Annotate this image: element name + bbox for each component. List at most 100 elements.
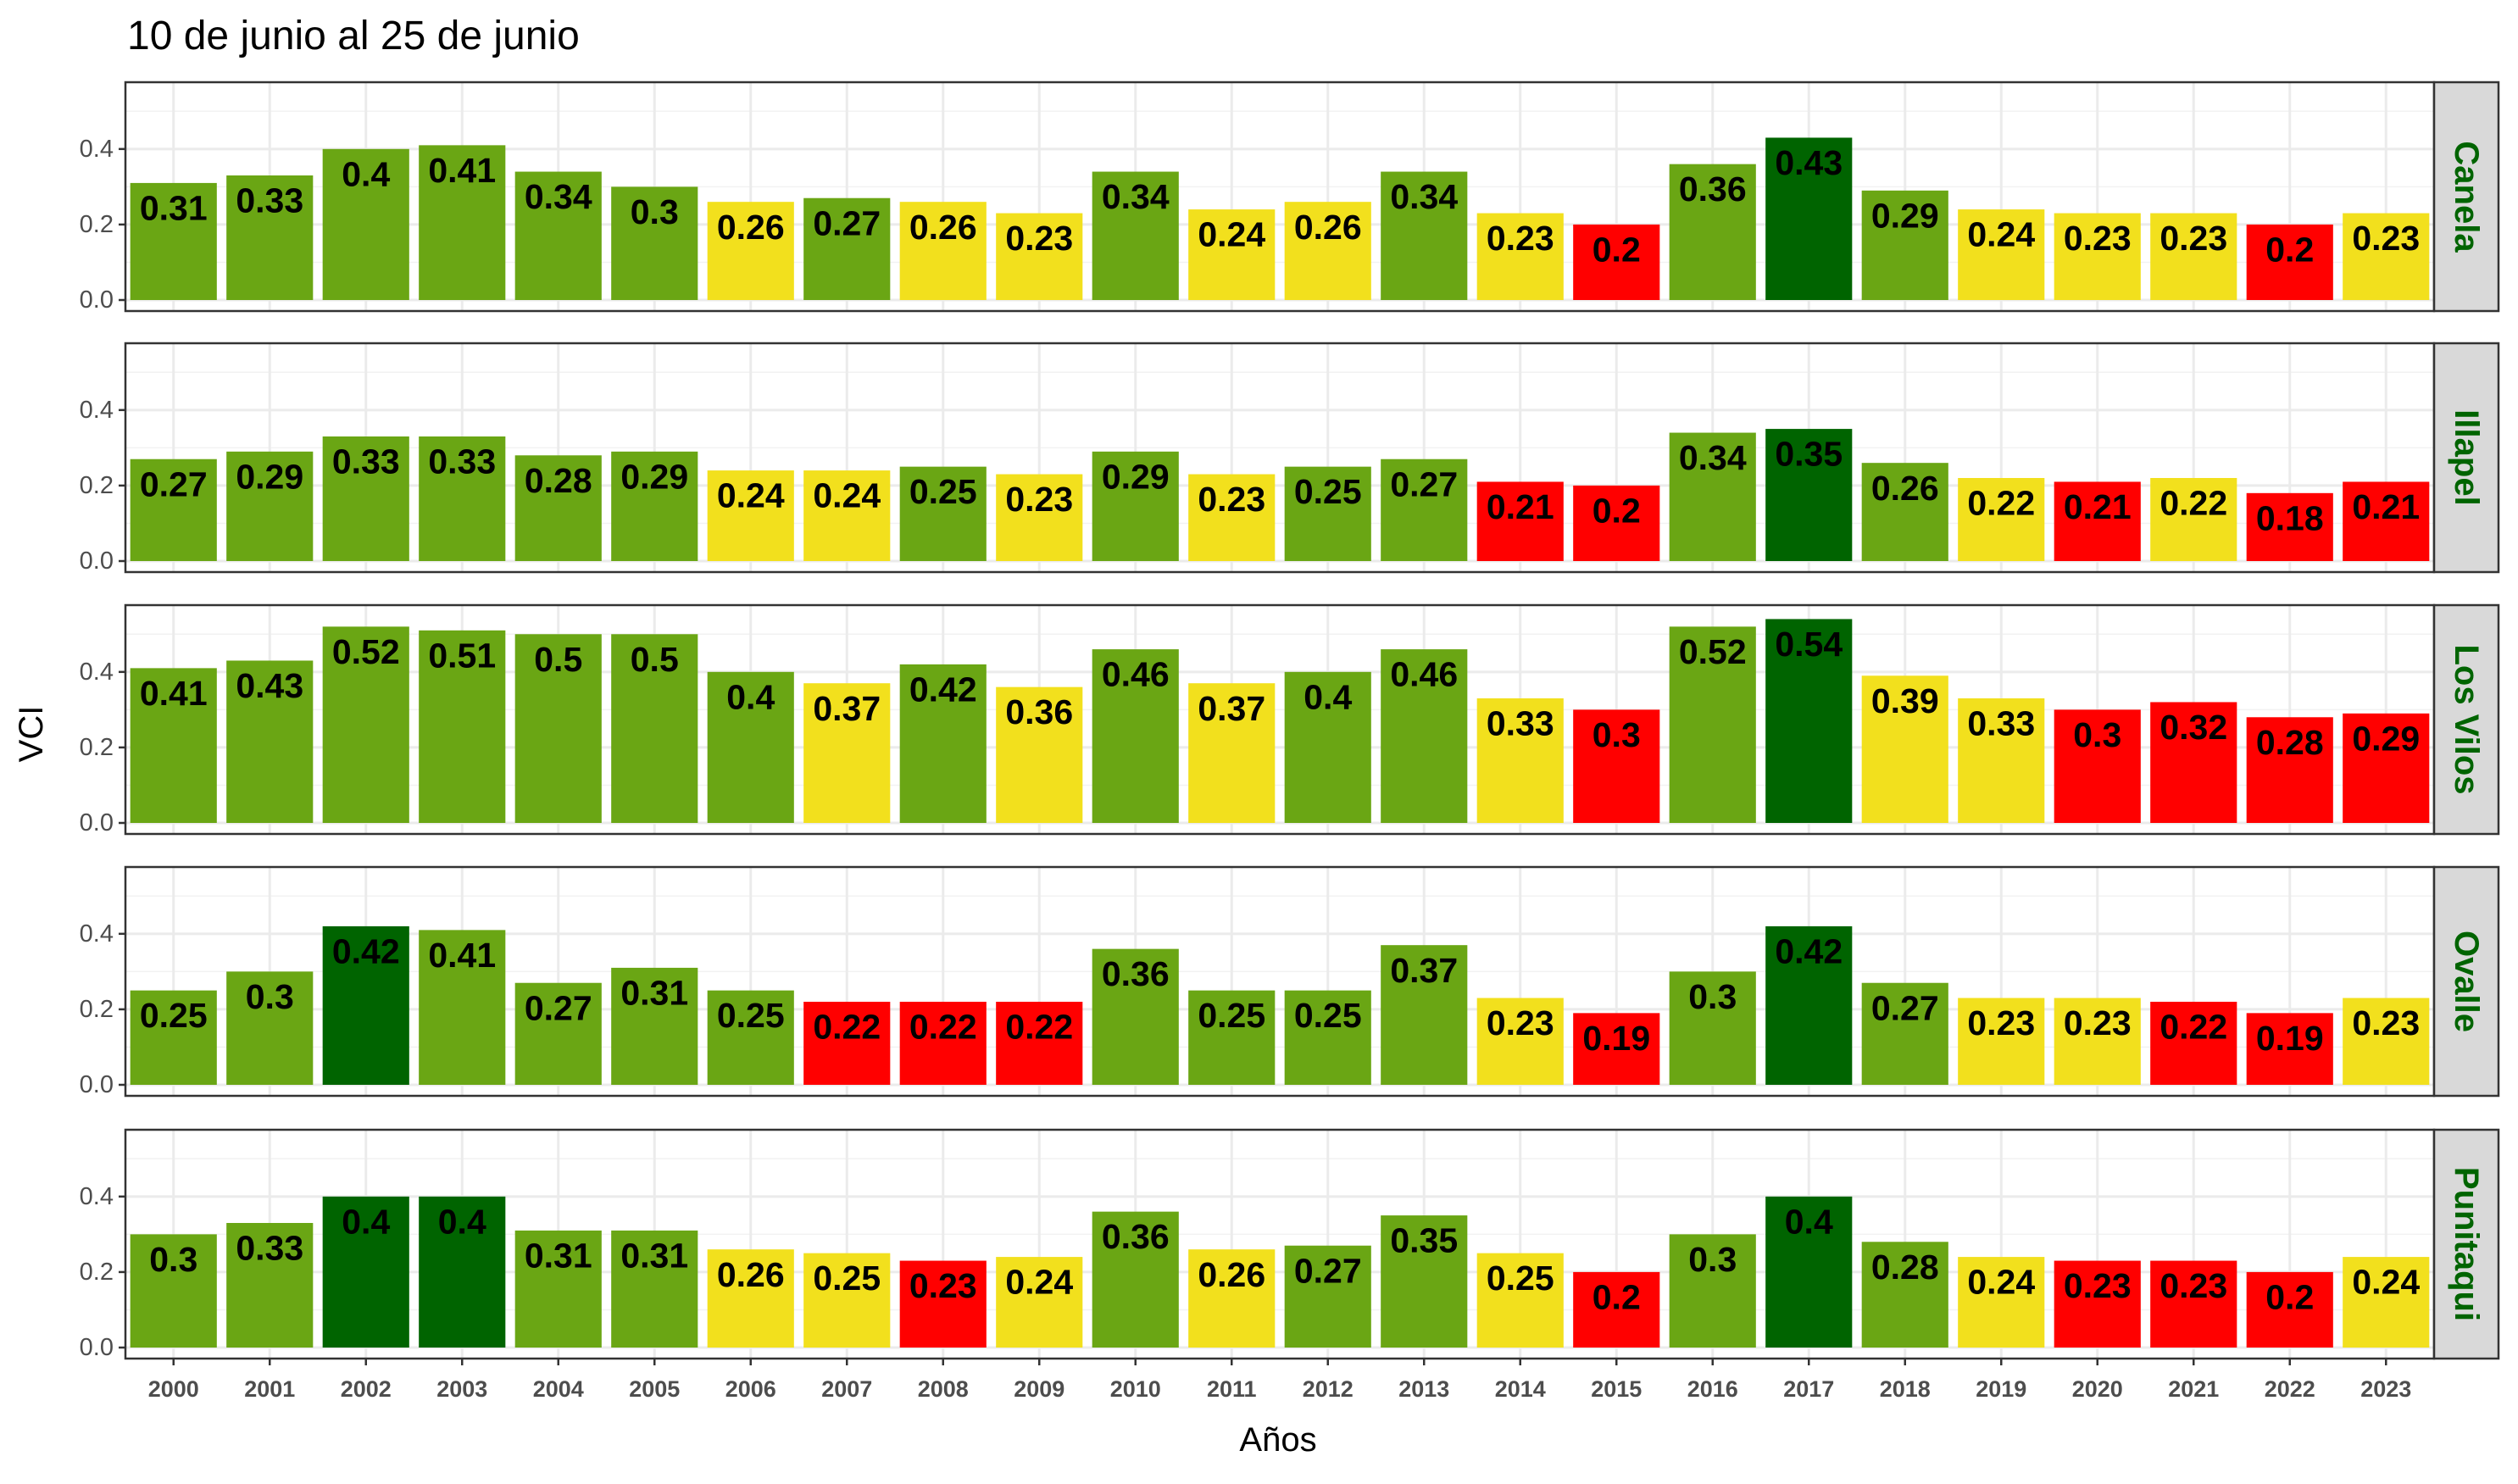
bar-value-label: 0.23	[2159, 1266, 2227, 1305]
bar	[1381, 1215, 1468, 1348]
bar-value-label: 0.25	[1294, 472, 1362, 511]
bar	[1476, 213, 1564, 300]
x-tick-label: 2014	[1495, 1376, 1546, 1402]
facet-strip-label: Canela	[2448, 141, 2485, 253]
bar-value-label: 0.41	[140, 674, 208, 713]
bar-value-label: 0.29	[1871, 196, 1939, 235]
bar	[1573, 1013, 1660, 1085]
bar-value-label: 0.22	[1967, 484, 2035, 523]
bar-value-label: 0.34	[1102, 177, 1170, 216]
bar-value-label: 0.4	[1785, 1202, 1833, 1241]
bar-value-label: 0.31	[525, 1237, 592, 1276]
bar	[1284, 202, 1371, 300]
y-tick-label: 0.2	[80, 211, 114, 238]
bar-value-label: 0.24	[813, 476, 881, 515]
bar-value-label: 0.39	[1871, 681, 1939, 720]
bar-value-label: 0.2	[2265, 1278, 2314, 1317]
bar	[130, 668, 217, 823]
bar-value-label: 0.25	[813, 1259, 881, 1298]
bar-value-label: 0.36	[1005, 692, 1073, 731]
bar	[803, 1002, 891, 1085]
x-tick-label: 2011	[1207, 1376, 1257, 1402]
bar	[996, 1257, 1083, 1348]
bar-value-label: 0.2	[1593, 231, 1641, 270]
bar-value-label: 0.34	[525, 177, 592, 216]
bar	[322, 1196, 409, 1348]
bar	[2054, 1260, 2141, 1348]
y-tick-label: 0.4	[80, 920, 114, 948]
bar	[1958, 209, 2045, 300]
bar-value-label: 0.25	[140, 996, 208, 1035]
y-tick-label: 0.4	[80, 659, 114, 686]
bar-value-label: 0.24	[1198, 215, 1265, 254]
bar	[803, 1253, 891, 1348]
facet-strip	[2432, 603, 2500, 836]
bar	[1476, 698, 1564, 823]
bar	[1958, 1257, 2045, 1348]
bar	[1092, 649, 1179, 823]
bar-value-label: 0.25	[1294, 996, 1362, 1035]
bar-value-label: 0.23	[2064, 219, 2132, 258]
y-tick-label: 0.0	[80, 286, 114, 314]
bar-value-label: 0.26	[1294, 208, 1362, 247]
bar-value-label: 0.28	[2256, 723, 2324, 762]
x-tick-label: 2000	[148, 1376, 199, 1402]
bar	[1188, 990, 1276, 1085]
bar	[899, 202, 987, 300]
panels-layer: 0.31 0.33 0.4 0.41 0.34 0.3 0.26 0.27 0.26 0.23 0.…	[80, 81, 2500, 1361]
bar-value-label: 0.27	[140, 464, 208, 503]
facet-strip-label: Ovalle	[2448, 931, 2485, 1032]
bar-value-label: 0.26	[909, 208, 977, 247]
bar	[322, 626, 409, 823]
bar-value-label: 0.24	[2352, 1263, 2420, 1302]
y-tick-label: 0.0	[80, 1071, 114, 1098]
bar-value-label: 0.4	[726, 677, 775, 716]
bar	[419, 145, 506, 300]
bar-value-label: 0.29	[236, 457, 303, 496]
y-tick-label: 0.4	[80, 397, 114, 424]
bar	[2246, 1013, 2333, 1085]
bar-value-label: 0.36	[1102, 954, 1170, 993]
bar-value-label: 0.26	[717, 1255, 785, 1294]
bar-value-label: 0.4	[342, 154, 390, 193]
bar-value-label: 0.36	[1102, 1217, 1170, 1256]
bar	[2054, 481, 2141, 561]
bar	[419, 1196, 506, 1348]
bar-value-label: 0.33	[236, 181, 303, 220]
bar-value-label: 0.23	[1487, 219, 1554, 258]
panel-ovalle: 0.25 0.3 0.42 0.41 0.27 0.31 0.25 0.22 0.22 0.22 0…	[80, 865, 2500, 1098]
bar-value-label: 0.22	[2159, 484, 2227, 523]
panel-background	[125, 82, 2434, 311]
bar	[1861, 1242, 1948, 1348]
panel-background	[125, 867, 2434, 1096]
bar-value-label: 0.33	[332, 442, 400, 481]
panel-punitaqui: 0.3 0.33 0.4 0.4 0.31 0.31 0.26 0.25 0.23 0.24 0.3…	[80, 1128, 2500, 1361]
bar	[1765, 137, 1853, 300]
bar-value-label: 0.24	[1967, 1263, 2035, 1302]
bar-value-label: 0.25	[1487, 1259, 1554, 1298]
bar-value-label: 0.34	[1679, 438, 1747, 477]
bar	[130, 459, 217, 561]
bar	[611, 634, 698, 823]
bar	[1092, 1211, 1179, 1348]
bar	[322, 148, 409, 300]
bar-value-label: 0.32	[2159, 708, 2227, 747]
bar	[514, 982, 602, 1085]
bar-value-label: 0.23	[1005, 219, 1073, 258]
bar	[419, 630, 506, 823]
x-tick-label: 2001	[244, 1376, 295, 1402]
y-tick-label: 0.0	[80, 547, 114, 575]
panel-canela: 0.31 0.33 0.4 0.41 0.34 0.3 0.26 0.27 0.26 0.23 0.…	[80, 81, 2500, 314]
bar	[1284, 1245, 1371, 1348]
bar-value-label: 0.3	[149, 1240, 197, 1279]
bar	[322, 925, 409, 1085]
x-tick-label: 2002	[341, 1376, 392, 1402]
panel-background	[125, 1130, 2434, 1359]
bar-value-label: 0.23	[1967, 1003, 2035, 1042]
bar-value-label: 0.3	[1593, 715, 1641, 754]
bar	[1476, 998, 1564, 1085]
bar	[611, 967, 698, 1085]
x-tick-label: 2018	[1880, 1376, 1931, 1402]
bar-value-label: 0.3	[1688, 977, 1737, 1016]
